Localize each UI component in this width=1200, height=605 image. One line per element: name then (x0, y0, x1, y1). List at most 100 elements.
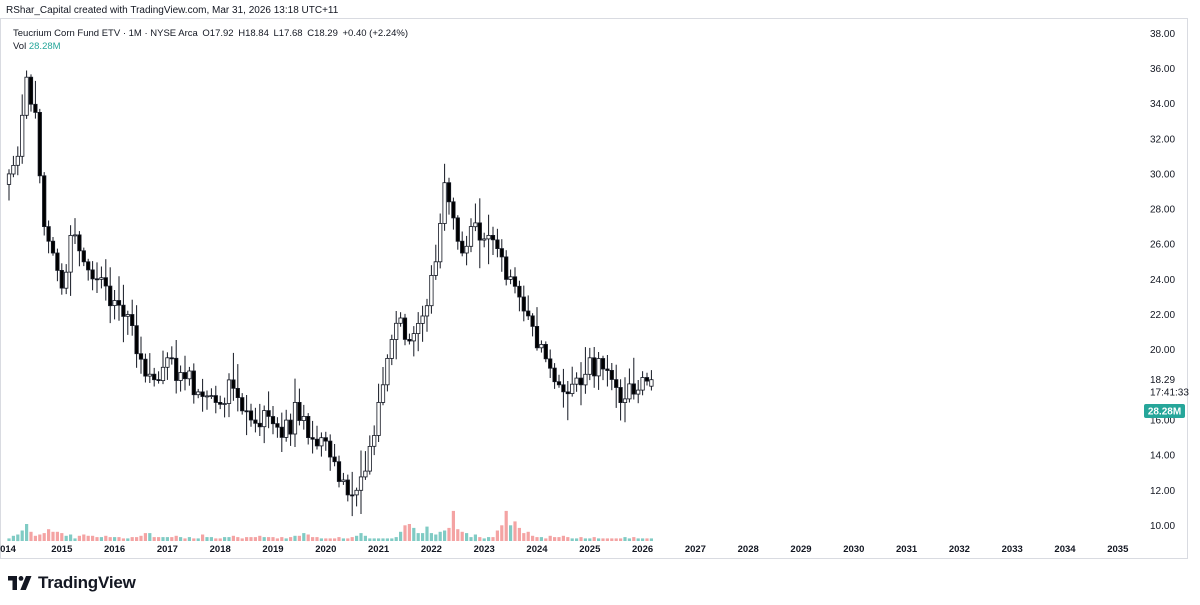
candle[interactable] (446, 182, 452, 203)
candle[interactable] (644, 377, 650, 382)
candle[interactable] (156, 379, 161, 382)
candle[interactable] (464, 245, 469, 254)
candle[interactable] (266, 410, 271, 417)
candle[interactable] (284, 419, 289, 438)
candle[interactable] (411, 333, 416, 342)
candle[interactable] (64, 271, 69, 289)
candle[interactable] (77, 234, 82, 252)
candle[interactable] (394, 322, 399, 340)
candle[interactable] (55, 252, 60, 271)
symbol-name[interactable]: Teucrium Corn Fund ETV · 1M · NYSE Arca (13, 28, 198, 39)
candle[interactable] (499, 248, 504, 258)
candle[interactable] (134, 325, 139, 355)
candle[interactable] (367, 445, 372, 472)
candle[interactable] (138, 353, 144, 360)
candle[interactable] (649, 379, 654, 387)
candle[interactable] (372, 435, 377, 447)
candle[interactable] (20, 114, 25, 157)
candle[interactable] (574, 377, 579, 385)
candle[interactable] (429, 274, 434, 307)
candle[interactable] (24, 76, 29, 116)
candle[interactable] (605, 368, 610, 371)
candle[interactable] (130, 314, 135, 327)
candle[interactable] (526, 310, 531, 317)
candle[interactable] (332, 456, 337, 463)
candle[interactable] (240, 397, 245, 412)
candle[interactable] (508, 276, 513, 280)
candle[interactable] (530, 315, 535, 327)
candle[interactable] (174, 357, 179, 381)
candle[interactable] (28, 76, 34, 105)
candle[interactable] (262, 410, 267, 428)
candle[interactable] (279, 426, 284, 438)
candle[interactable] (116, 300, 122, 306)
candle[interactable] (209, 395, 214, 398)
candle[interactable] (99, 277, 104, 280)
candle[interactable] (178, 372, 183, 381)
candle[interactable] (442, 182, 447, 224)
candle[interactable] (328, 440, 333, 458)
candle[interactable] (310, 437, 315, 440)
candle[interactable] (490, 234, 496, 241)
candle[interactable] (46, 226, 51, 242)
candle[interactable] (345, 479, 350, 496)
candle[interactable] (363, 470, 368, 478)
candle[interactable] (81, 250, 86, 263)
tradingview-logo[interactable]: TradingView (8, 573, 136, 593)
candle[interactable] (438, 223, 443, 263)
candle[interactable] (350, 494, 355, 497)
candle[interactable] (495, 239, 500, 249)
candle[interactable] (218, 401, 223, 405)
candle[interactable] (614, 379, 619, 388)
candle[interactable] (169, 357, 174, 360)
candle[interactable] (94, 278, 100, 281)
candle[interactable] (565, 391, 570, 395)
candle[interactable] (341, 479, 346, 483)
candle[interactable] (587, 357, 592, 375)
candle[interactable] (407, 338, 412, 342)
candle[interactable] (125, 314, 130, 317)
candle[interactable] (213, 395, 218, 403)
candle[interactable] (552, 367, 557, 383)
candle[interactable] (59, 269, 64, 289)
candle[interactable] (50, 240, 56, 254)
candle[interactable] (482, 238, 487, 241)
candle[interactable] (455, 217, 460, 242)
candle[interactable] (103, 277, 108, 287)
candle[interactable] (86, 261, 91, 271)
candle[interactable] (512, 276, 518, 287)
candle[interactable] (618, 387, 623, 404)
candle[interactable] (336, 461, 342, 482)
candle[interactable] (112, 300, 117, 306)
candle[interactable] (11, 164, 16, 175)
candle[interactable] (358, 476, 364, 491)
candle[interactable] (222, 403, 227, 405)
candle[interactable] (143, 358, 148, 377)
candle[interactable] (244, 410, 249, 413)
candle[interactable] (398, 317, 403, 324)
candle[interactable] (196, 391, 201, 396)
candle[interactable] (543, 343, 548, 360)
candle[interactable] (539, 343, 544, 349)
candle[interactable] (402, 317, 408, 340)
candle[interactable] (451, 201, 456, 219)
candle[interactable] (534, 325, 540, 349)
candle[interactable] (640, 377, 645, 391)
candle[interactable] (204, 395, 210, 398)
candle[interactable] (622, 398, 628, 403)
candle[interactable] (6, 173, 12, 185)
candle[interactable] (380, 384, 386, 403)
candle[interactable] (433, 261, 438, 276)
candle[interactable] (72, 234, 78, 237)
candle[interactable] (121, 304, 126, 317)
candle[interactable] (517, 285, 522, 298)
candle[interactable] (301, 415, 306, 421)
candle[interactable] (627, 383, 632, 400)
candle[interactable] (460, 240, 465, 254)
candle[interactable] (37, 112, 42, 177)
candle[interactable] (556, 381, 562, 386)
candle[interactable] (570, 383, 575, 395)
candle[interactable] (147, 373, 152, 377)
candle[interactable] (583, 373, 588, 386)
